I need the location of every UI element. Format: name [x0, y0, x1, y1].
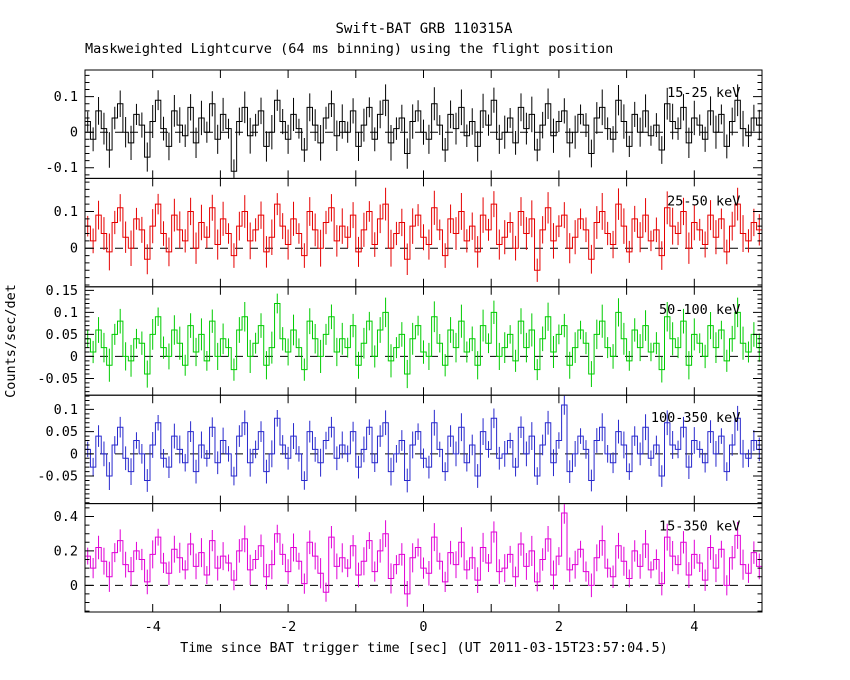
axis-ticks — [85, 286, 762, 396]
x-tick-label: 2 — [555, 619, 563, 635]
y-tick-label: 0.15 — [45, 283, 78, 299]
y-tick-label: -0.1 — [45, 160, 78, 176]
panels-group: -0.1 0 0.1 15-25 keV 0 0.1 25-50 keV -0.05 0 0.05… — [37, 69, 763, 613]
y-tick-label: 0 — [70, 446, 78, 462]
band-label: 15-25 keV — [667, 85, 740, 101]
band-label: 15-350 keV — [659, 519, 740, 535]
axis-ticks — [85, 178, 762, 287]
panel-15-25 keV: -0.1 0 0.1 15-25 keV — [45, 69, 763, 179]
y-tick-label: 0.1 — [54, 89, 78, 105]
axis-ticks — [85, 70, 762, 179]
step-series — [85, 99, 762, 172]
step-series — [85, 203, 762, 271]
x-axis-tick-labels: -4 -2 0 2 4 — [145, 619, 699, 635]
y-tick-label: 0.1 — [54, 204, 78, 220]
y-tick-label: 0 — [70, 241, 78, 257]
y-tick-label: 0.05 — [45, 327, 78, 343]
y-tick-label: 0.2 — [54, 543, 78, 559]
y-tick-label: 0.1 — [54, 305, 78, 321]
y-tick-label: 0.1 — [54, 402, 78, 418]
y-tick-label: -0.05 — [37, 371, 78, 387]
plot-title: Swift-BAT GRB 110315A — [335, 21, 513, 37]
x-tick-label: -4 — [145, 619, 161, 635]
step-series — [85, 512, 762, 595]
band-label: 25-50 keV — [667, 193, 740, 209]
step-series — [85, 303, 762, 375]
y-tick-label: 0 — [70, 578, 78, 594]
y-tick-label: -0.05 — [37, 469, 78, 485]
y-tick-label: 0 — [70, 125, 78, 141]
panel-15-350 keV: 0 0.2 0.4 15-350 keV — [54, 503, 763, 613]
step-series — [85, 404, 762, 481]
panel-25-50 keV: 0 0.1 25-50 keV — [54, 177, 763, 288]
band-label: 50-100 keV — [659, 302, 740, 318]
y-tick-label: 0.05 — [45, 424, 78, 440]
axis-ticks — [85, 395, 762, 504]
panel-100-350 keV: -0.05 0 0.05 0.1 100-350 keV — [37, 394, 763, 505]
band-label: 100-350 keV — [651, 410, 740, 426]
x-tick-label: -2 — [280, 619, 296, 635]
y-axis-label: Counts/sec/det — [3, 284, 19, 398]
axis-ticks — [85, 503, 762, 612]
x-tick-label: 0 — [419, 619, 427, 635]
panel-50-100 keV: -0.05 0 0.05 0.1 0.15 50-100 keV — [37, 283, 763, 396]
y-tick-label: 0.4 — [54, 509, 78, 525]
error-bars — [87, 187, 760, 282]
y-tick-label: 0 — [70, 349, 78, 365]
x-axis-label: Time since BAT trigger time [sec] (UT 20… — [180, 640, 668, 656]
x-tick-label: 4 — [690, 619, 698, 635]
plot-subtitle: Maskweighted Lightcurve (64 ms binning) … — [85, 41, 613, 57]
error-bars — [87, 84, 760, 178]
